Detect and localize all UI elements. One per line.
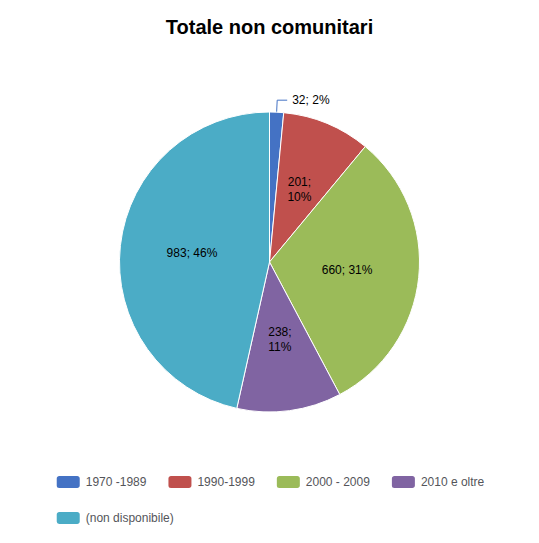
- svg-text:201;: 201;: [288, 175, 311, 189]
- svg-text:11%: 11%: [268, 340, 291, 354]
- svg-text:(non disponibile): (non disponibile): [86, 511, 174, 525]
- svg-text:10%: 10%: [287, 190, 311, 204]
- svg-text:660; 31%: 660; 31%: [322, 263, 373, 277]
- svg-text:Totale non comunitari: Totale non comunitari: [166, 16, 373, 38]
- svg-text:2000 - 2009: 2000 - 2009: [306, 475, 370, 489]
- svg-text:238;: 238;: [268, 325, 291, 339]
- svg-text:983; 46%: 983; 46%: [167, 246, 218, 260]
- svg-text:32; 2%: 32; 2%: [292, 93, 330, 107]
- svg-text:2010 e oltre: 2010 e oltre: [421, 475, 485, 489]
- svg-text:1970 -1989: 1970 -1989: [86, 475, 147, 489]
- svg-text:1990-1999: 1990-1999: [197, 475, 255, 489]
